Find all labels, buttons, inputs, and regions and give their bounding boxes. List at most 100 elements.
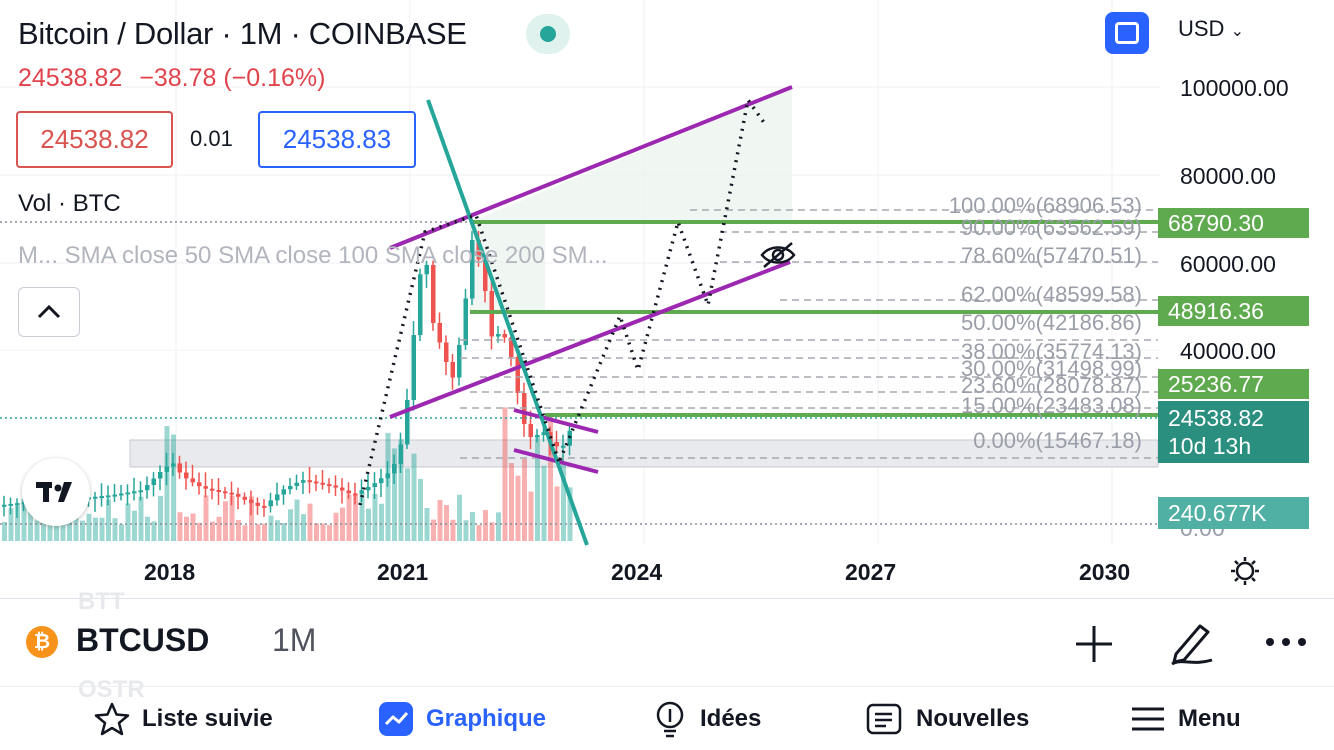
volume-bar <box>353 494 358 541</box>
candle-body <box>151 478 156 485</box>
fib-label: 30.00%(31498.99) <box>960 356 1142 381</box>
candle-body <box>125 492 130 495</box>
range-box <box>470 222 545 312</box>
candle-body <box>177 463 182 473</box>
nav-divider <box>0 686 1334 687</box>
volume-bar <box>99 517 105 541</box>
sma-indicator-label[interactable]: M... SMA close 50 SMA close 100 SMA clos… <box>18 242 608 269</box>
nav-menu[interactable]: Menu <box>1130 700 1241 738</box>
currency-selector[interactable]: USD ⌄ <box>1178 16 1244 42</box>
candle-body <box>223 491 228 494</box>
volume-bar <box>561 464 566 541</box>
candle-body <box>327 484 332 487</box>
candle-body <box>567 430 572 446</box>
candle-body <box>15 503 20 506</box>
chevron-up-icon <box>37 304 61 319</box>
sell-button[interactable]: 24538.82 <box>16 111 173 168</box>
market-status[interactable] <box>526 14 570 54</box>
pencil-icon[interactable] <box>1168 618 1216 666</box>
candle-body <box>112 494 117 497</box>
collapse-indicators-button[interactable] <box>18 287 80 337</box>
volume-bar <box>223 501 228 541</box>
symbol-name[interactable]: BTCUSD <box>76 622 210 658</box>
nav-menu-label: Menu <box>1178 705 1241 732</box>
settings-icon[interactable] <box>1231 557 1259 585</box>
volume-bar <box>125 503 131 541</box>
tradingview-logo-icon[interactable] <box>22 458 90 526</box>
more-icon[interactable] <box>1264 634 1308 650</box>
fib-label: 62.00%(48599.58) <box>960 282 1142 307</box>
fib-lines <box>460 209 1158 459</box>
volume-bar <box>327 524 332 541</box>
bar-countdown: 10d 13h <box>1168 433 1252 459</box>
nav-watchlist[interactable]: Liste suivie <box>94 700 273 738</box>
candle-body <box>379 478 384 484</box>
chart-title[interactable]: Bitcoin / Dollar · 1M · COINBASE <box>18 16 467 51</box>
candle-body <box>164 466 169 472</box>
volume-bar <box>509 463 514 541</box>
price-axis-label: 80000.00 <box>1180 163 1276 189</box>
candle-body <box>294 482 299 486</box>
nav-chart[interactable]: Graphique <box>378 700 546 738</box>
candle-body <box>268 500 273 507</box>
current-price-value: 24538.82 <box>1168 405 1264 431</box>
candle-body <box>444 342 449 362</box>
nav-news[interactable]: Nouvelles <box>866 700 1029 738</box>
volume-bar <box>346 494 352 541</box>
volume-bar <box>392 448 397 541</box>
fullscreen-button[interactable] <box>1105 12 1149 54</box>
candle-body <box>210 488 215 491</box>
volume-bar <box>483 510 488 541</box>
time-axis-label: 2018 <box>144 559 196 585</box>
volume-bar <box>151 521 157 541</box>
volume-bar <box>567 487 573 541</box>
volume-bar <box>405 468 410 541</box>
candle-body <box>8 503 13 506</box>
volume-bar <box>450 519 456 541</box>
volume-bar <box>21 498 27 541</box>
candle-body <box>249 499 254 503</box>
volume-bar <box>320 523 326 541</box>
volume-bar <box>431 519 436 541</box>
buy-button[interactable]: 24538.83 <box>258 111 416 168</box>
volume-bar <box>444 505 449 541</box>
currency-label: USD <box>1178 16 1225 41</box>
nav-ideas-label: Idées <box>700 705 762 732</box>
candle-body <box>418 274 423 335</box>
candle-body <box>509 337 514 357</box>
fib-label: 23.60%(28078.87) <box>960 373 1142 398</box>
volume-bar <box>2 521 7 541</box>
chart-canvas[interactable] <box>0 0 1334 598</box>
volume-bar <box>418 478 423 541</box>
candle-body <box>353 493 358 496</box>
hamburger-icon <box>1132 707 1164 731</box>
candle-body <box>119 493 124 496</box>
nav-ideas[interactable]: Idées <box>652 700 761 738</box>
candle-body <box>346 490 351 494</box>
candle-body <box>184 472 189 479</box>
candle-body <box>132 491 137 494</box>
volume-bar <box>119 524 124 541</box>
volume-bar <box>288 509 293 541</box>
fib-label: 38.00%(35774.13) <box>960 339 1142 364</box>
candle-body <box>229 492 234 495</box>
volume-bar <box>138 496 144 541</box>
candle-body <box>496 334 501 337</box>
nav-watchlist-label: Liste suivie <box>142 705 273 732</box>
level-tag-high: 68790.30 <box>1158 208 1309 238</box>
candle-body <box>359 490 364 494</box>
interval-selector[interactable]: 1M <box>272 622 317 658</box>
volume-bar <box>145 516 150 541</box>
volume-bar <box>203 495 209 541</box>
volume-bar <box>80 520 85 541</box>
plus-icon[interactable] <box>1074 624 1114 664</box>
volume-bar <box>216 516 222 541</box>
volume-indicator-label[interactable]: Vol · BTC <box>18 190 121 217</box>
eye-off-icon[interactable] <box>760 242 796 268</box>
bitcoin-icon: ₿ <box>26 626 58 658</box>
volume-bar <box>385 432 391 541</box>
candle-body <box>483 259 488 291</box>
candle-body <box>366 487 371 491</box>
volume-bar <box>73 517 79 541</box>
volume-bar <box>34 520 40 541</box>
